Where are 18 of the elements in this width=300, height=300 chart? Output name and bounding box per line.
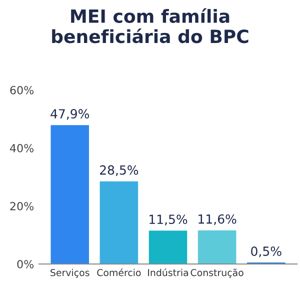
bar: [148, 230, 188, 264]
data-label: 0,5%: [251, 246, 282, 258]
data-label: 11,6%: [198, 214, 236, 226]
bar: [100, 181, 138, 264]
y-tick-label: 60%: [10, 86, 34, 94]
data-label: 47,9%: [50, 109, 90, 120]
bar: [198, 230, 236, 264]
y-tick-label: 0%: [17, 260, 34, 268]
x-tick-label: Indústria: [148, 268, 188, 276]
x-tick-label: Serviços: [50, 268, 90, 278]
y-tick-label: 40%: [10, 144, 34, 152]
data-label: 28,5%: [100, 165, 138, 176]
chart-title: MEI com família beneficiária do BPC: [52, 8, 248, 44]
y-tick-label: 20%: [10, 202, 34, 210]
bar: [50, 125, 89, 264]
x-tick-label: Comércio: [97, 268, 141, 276]
x-tick-label: Construção: [190, 268, 244, 278]
data-label: 11,5%: [150, 214, 188, 226]
